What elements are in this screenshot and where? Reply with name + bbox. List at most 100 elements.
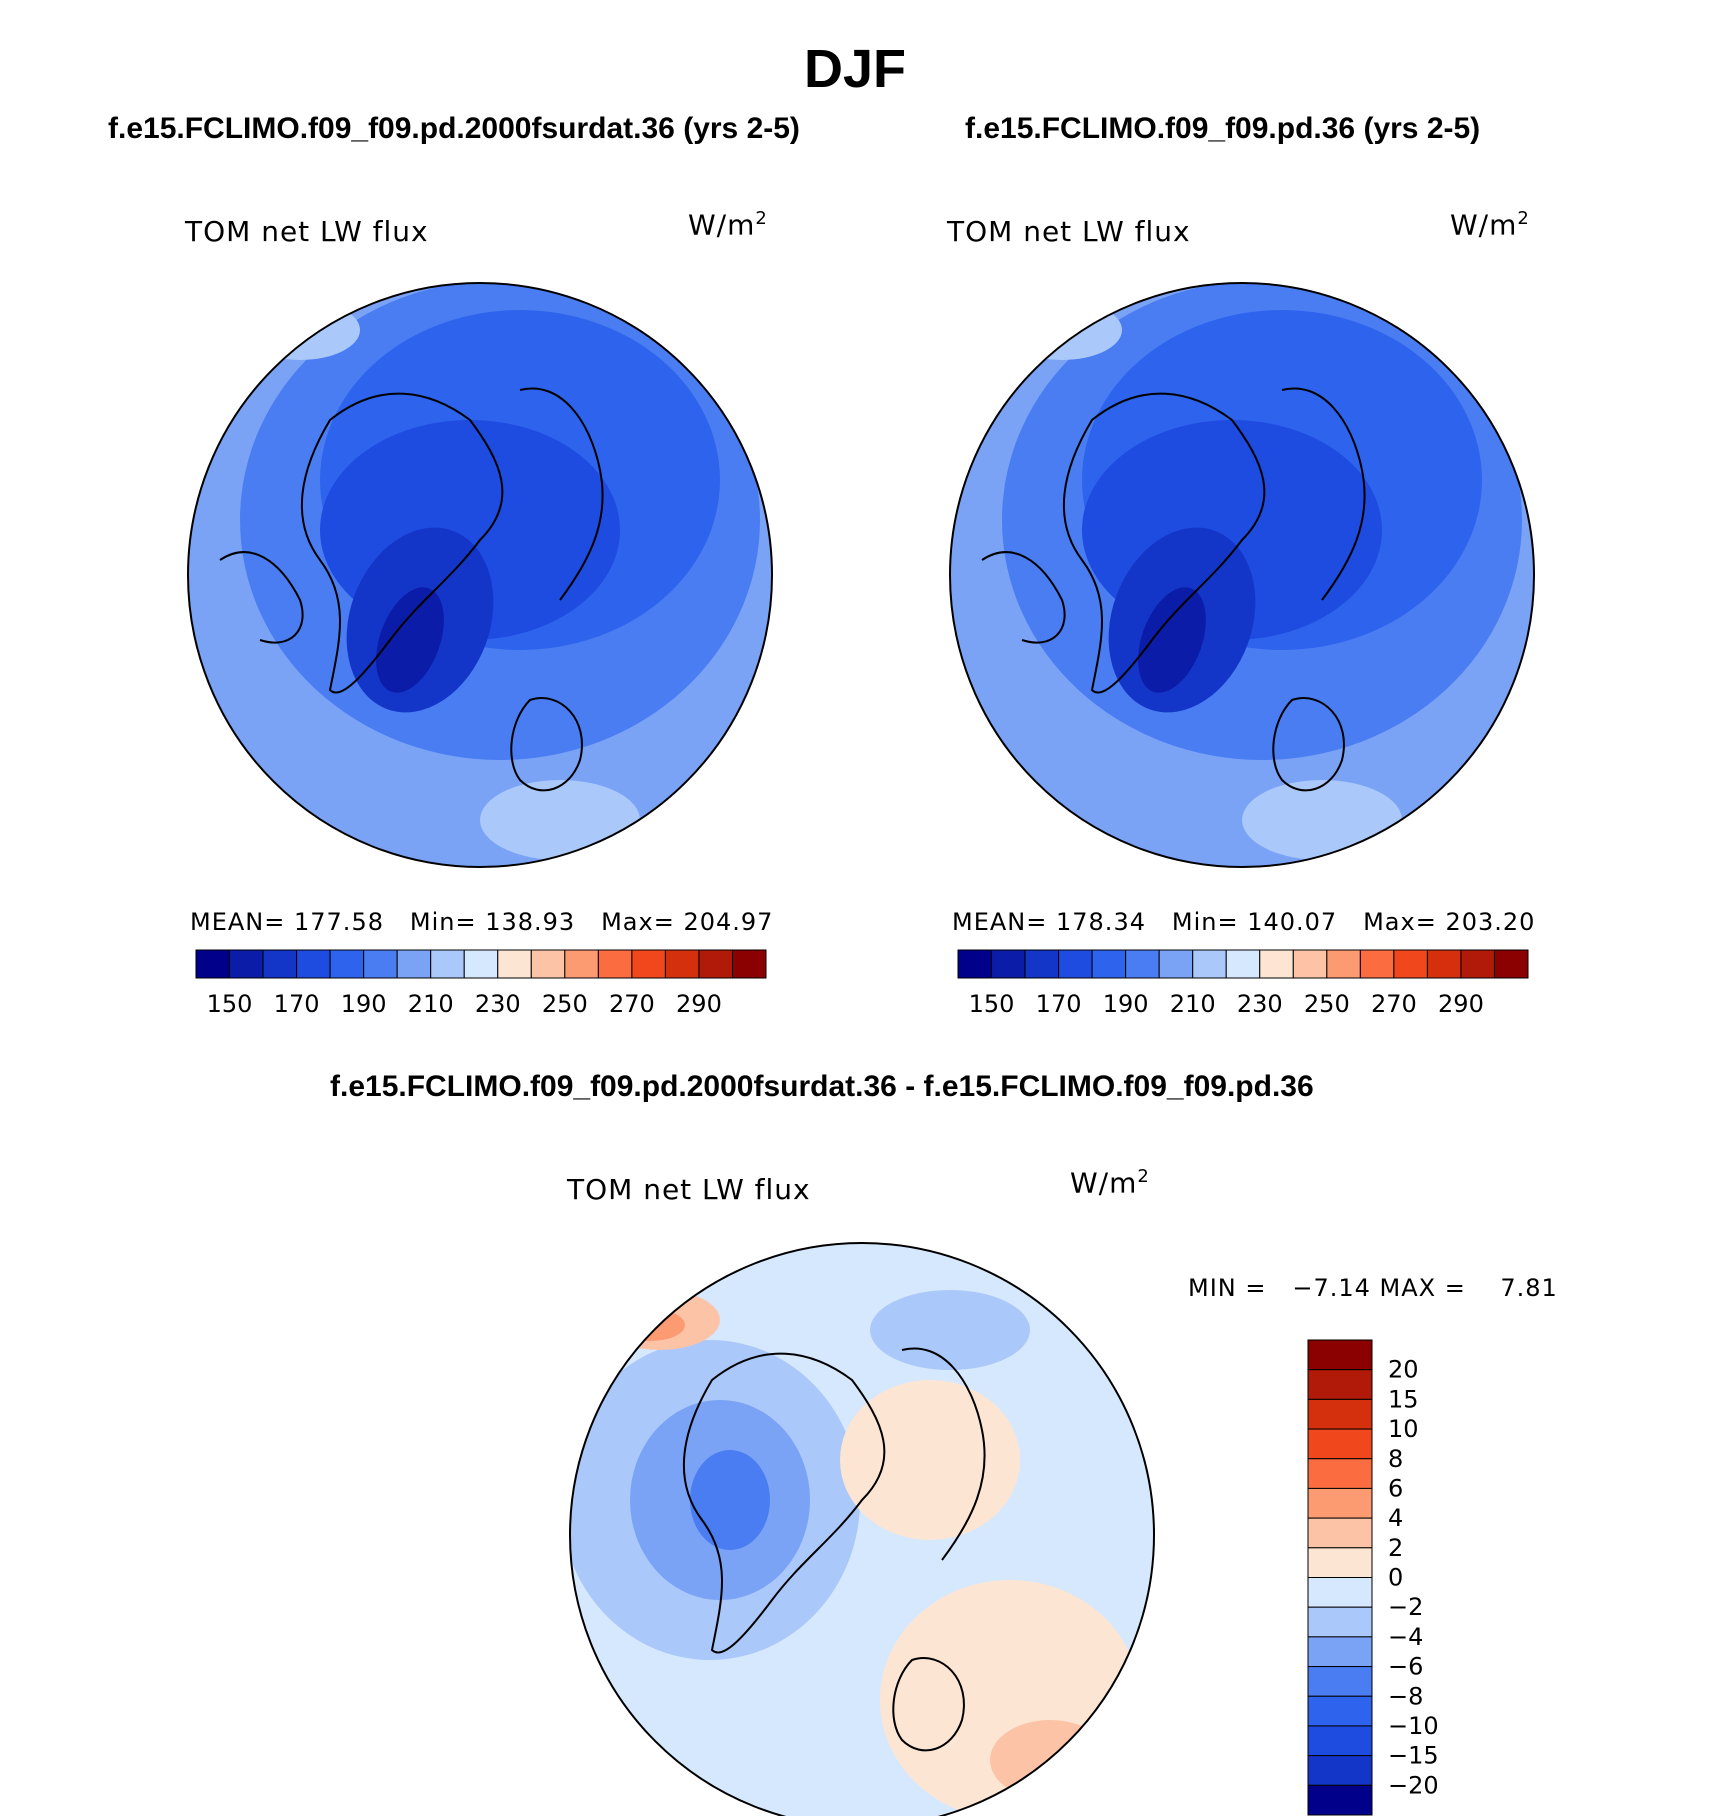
colorbar-tick-label: 2 (1388, 1534, 1403, 1562)
panel-2-units: W/m2 (1450, 208, 1530, 242)
colorbar-swatch (664, 949, 700, 979)
colorbar-tick-label: 250 (1304, 990, 1350, 1018)
colorbar-swatch (1307, 1339, 1373, 1371)
diff-panel-minmax: MIN = −7.14 MAX = 7.81 (1188, 1274, 1558, 1302)
colorbar-swatch (1307, 1487, 1373, 1519)
colorbar-swatch (597, 949, 633, 979)
colorbar-tick-label: 15 (1388, 1385, 1419, 1413)
colorbar-swatch (396, 949, 432, 979)
colorbar-swatch (1307, 1695, 1373, 1727)
colorbar-swatch (1307, 1755, 1373, 1786)
colorbar-swatch (1307, 1547, 1373, 1578)
colorbar-swatch (1307, 1577, 1373, 1608)
colorbar-swatch (1326, 949, 1361, 979)
colorbar-tick-label: 270 (1371, 990, 1417, 1018)
colorbar-swatch (1307, 1725, 1373, 1757)
colorbar-swatch (731, 949, 767, 979)
colorbar-swatch (1225, 949, 1261, 979)
colorbar-swatch (195, 949, 231, 979)
panel-2-variable-label: TOM net LW flux (947, 215, 1191, 248)
colorbar-tick-label: 190 (1103, 990, 1149, 1018)
colorbar-swatch (698, 949, 733, 979)
colorbar-swatch (1393, 949, 1428, 979)
colorbar-tick-label: 0 (1388, 1564, 1403, 1592)
panel-1-units: W/m2 (688, 208, 768, 242)
colorbar-swatch (1292, 949, 1328, 979)
colorbar-swatch (1158, 949, 1194, 979)
panel-2-title: f.e15.FCLIMO.f09_f09.pd.36 (yrs 2-5) (965, 112, 1481, 145)
diff-panel-units: W/m2 (1070, 1166, 1150, 1200)
diff-panel-variable-label: TOM net LW flux (567, 1173, 811, 1206)
colorbar-tick-label: 170 (274, 990, 320, 1018)
map-1-border (187, 282, 773, 868)
colorbar-swatch (1307, 1458, 1373, 1489)
colorbar-swatch (1307, 1606, 1373, 1638)
colorbar-swatch (1192, 949, 1227, 979)
colorbar-swatch (530, 949, 566, 979)
colorbar-swatch (1307, 1636, 1373, 1668)
colorbar-swatch (1359, 949, 1395, 979)
colorbar-swatch (1307, 1428, 1373, 1460)
colorbar-swatch (1259, 949, 1294, 979)
colorbar-tick-label: 8 (1388, 1445, 1403, 1473)
panel-1-min: 138.93 (485, 908, 576, 936)
colorbar-swatch (262, 949, 298, 979)
colorbar-tick-label: 230 (1237, 990, 1283, 1018)
colorbar-swatch (296, 949, 331, 979)
colorbar-swatch (1024, 949, 1060, 979)
colorbar-swatch (1307, 1517, 1373, 1549)
colorbar-swatch (957, 949, 993, 979)
colorbar-tick-label: −8 (1388, 1682, 1423, 1710)
colorbar-swatch (1493, 949, 1529, 979)
colorbar-swatch (430, 949, 465, 979)
colorbar-swatch (329, 949, 365, 979)
colorbar-swatch (229, 949, 264, 979)
colorbar-swatch (1307, 1369, 1373, 1400)
colorbar-tick-label: 290 (1438, 990, 1484, 1018)
colorbar-tick-label: −4 (1388, 1623, 1423, 1651)
colorbar-tick-label: 190 (341, 990, 387, 1018)
panel-2-stats: MEAN= 178.34 Min= 140.07 Max= 203.20 (952, 908, 1536, 936)
colorbar-tick-label: −20 (1388, 1771, 1439, 1799)
map-panel-diff (570, 1243, 1154, 1816)
colorbar-tick-label: 290 (676, 990, 722, 1018)
panel-1-mean: 177.58 (294, 908, 384, 936)
colorbar-tick-label: −15 (1388, 1742, 1439, 1770)
colorbar-tick-label: 210 (408, 990, 454, 1018)
panel-1-stats: MEAN= 177.58 Min= 138.93 Max= 204.97 (190, 908, 774, 936)
colorbar-swatch (564, 949, 599, 979)
colorbar-swatch (631, 949, 666, 979)
colorbar-swatch (1426, 949, 1462, 979)
colorbar-swatch (1307, 1398, 1373, 1430)
map-panel-1 (188, 283, 772, 867)
panel-1-max: 204.97 (683, 908, 774, 936)
panel-2-max: 203.20 (1445, 908, 1536, 936)
colorbar-swatch (1058, 949, 1093, 979)
colorbar-tick-label: 150 (207, 990, 253, 1018)
colorbar-tick-label: −10 (1388, 1712, 1439, 1740)
colorbar-tick-label: 20 (1388, 1356, 1419, 1384)
colorbar-tick-label: 4 (1388, 1504, 1403, 1532)
colorbar-panel-1: 150 170 190 210 230 250 270 290 (195, 949, 767, 1018)
diff-panel-title: f.e15.FCLIMO.f09_f09.pd.2000fsurdat.36 -… (330, 1070, 1314, 1103)
map-2-border (949, 282, 1535, 868)
colorbar-swatch (497, 949, 532, 979)
map-diff-border (569, 1242, 1155, 1816)
figure-title: DJF (803, 39, 906, 99)
colorbar-swatch (991, 949, 1026, 979)
map-panel-2 (950, 283, 1534, 867)
panel-2-min: 140.07 (1247, 908, 1338, 936)
colorbar-tick-label: 10 (1388, 1415, 1419, 1443)
colorbar-swatch (1460, 949, 1495, 979)
colorbar-tick-label: 210 (1170, 990, 1216, 1018)
colorbar-tick-label: 270 (609, 990, 655, 1018)
colorbar-panel-2: 150 170 190 210 230 250 270 290 (957, 949, 1529, 1018)
colorbar-swatch (463, 949, 499, 979)
colorbar-swatch (1125, 949, 1160, 979)
colorbar-swatch (1307, 1666, 1373, 1697)
colorbar-tick-label: 250 (542, 990, 588, 1018)
colorbar-tick-label: 6 (1388, 1474, 1403, 1502)
colorbar-tick-label: 150 (969, 990, 1015, 1018)
panel-1-variable-label: TOM net LW flux (185, 215, 429, 248)
